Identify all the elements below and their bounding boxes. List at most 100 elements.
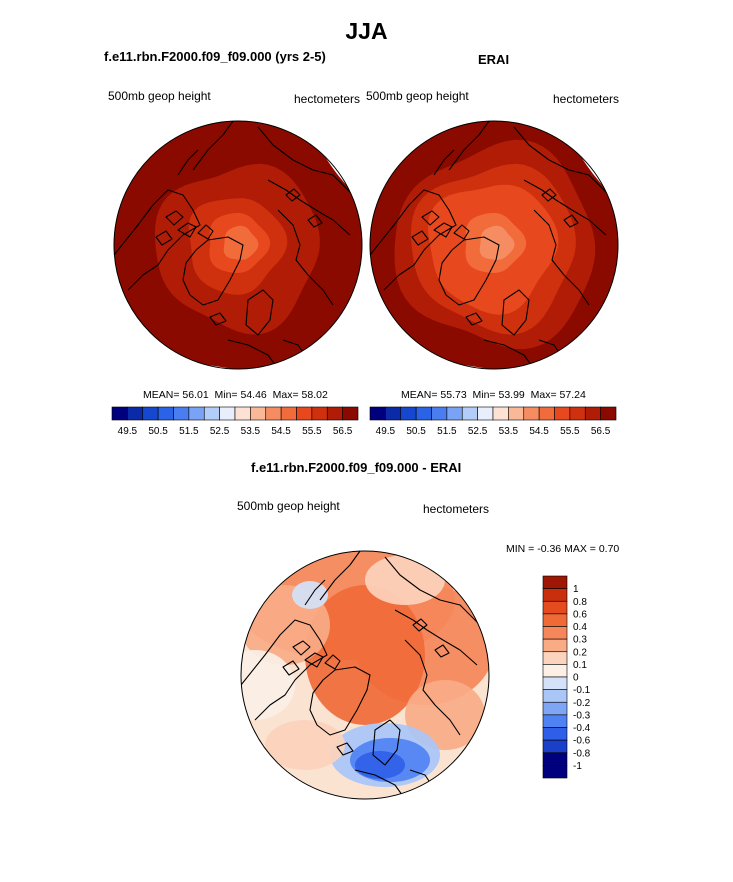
panel1-max: 58.02 bbox=[301, 389, 328, 401]
panel2-colorbar-tick-label: 52.5 bbox=[468, 426, 488, 437]
panel3-max: 0.70 bbox=[598, 543, 620, 555]
panel3-colorbar-tick-label: 0.4 bbox=[573, 622, 587, 633]
panel3-min-label: MIN = bbox=[506, 543, 535, 555]
panel2-coastlines bbox=[370, 121, 618, 369]
panel3-colorbar-box bbox=[542, 626, 568, 640]
panel2-colorbar-tick-label: 51.5 bbox=[437, 426, 457, 437]
panel1-colorbar-tick-label: 49.5 bbox=[118, 426, 138, 437]
panel3-colorbar-tick-label: -0.3 bbox=[573, 710, 591, 721]
panel3-colorbar-box bbox=[542, 701, 568, 716]
panel3-colorbar-box bbox=[542, 638, 568, 653]
panel2-contour-band bbox=[479, 225, 515, 260]
panel3-contour-band bbox=[355, 751, 405, 779]
panel3-colorbar-tick-label: -1 bbox=[573, 761, 582, 772]
panel1-colorbar-tick-label: 52.5 bbox=[210, 426, 230, 437]
panel3-colorbar-box bbox=[542, 689, 568, 703]
panel3-colorbar-tick-label: 0.2 bbox=[573, 647, 587, 658]
panel3-contour-band bbox=[241, 650, 295, 720]
panel3-colorbar-tick-label: 0.6 bbox=[573, 609, 587, 620]
panel3-contour-band bbox=[305, 585, 425, 725]
panel3-stats: MIN = -0.36 MAX = 0.70 bbox=[506, 543, 619, 555]
panel2-left-label: 500mb geop height bbox=[366, 89, 469, 103]
panel2-colorbar-box bbox=[415, 406, 432, 421]
panel2-colorbar-box bbox=[538, 406, 555, 421]
panel3-left-label: 500mb geop height bbox=[237, 499, 340, 513]
panel2-colorbar-tick-label: 54.5 bbox=[529, 426, 549, 437]
panel3-colorbar-tick-label: -0.4 bbox=[573, 723, 591, 734]
panel2-colorbar-box bbox=[508, 406, 525, 421]
panel1-mean: 56.01 bbox=[182, 389, 209, 401]
panel2-colorbar-box bbox=[431, 406, 448, 421]
panel3-colorbar-tick-label: 0.1 bbox=[573, 660, 587, 671]
panel2-colorbar-box bbox=[554, 406, 571, 421]
panel3-map-border bbox=[240, 550, 490, 800]
panel1-colorbar-box bbox=[111, 406, 128, 421]
panel3-coastlines bbox=[241, 551, 489, 799]
panel1-max-label: Max= bbox=[272, 389, 299, 401]
panel3-colorbar-box bbox=[542, 600, 568, 615]
panel2-colorbar-box bbox=[600, 406, 617, 421]
panel3-colorbar-tick-label: 1 bbox=[573, 584, 579, 595]
panel3-colorbar-box bbox=[542, 676, 568, 690]
panel2-colorbar-tick-label: 56.5 bbox=[591, 426, 611, 437]
panel3-colorbar-box bbox=[542, 714, 568, 728]
panel2-colorbar-box bbox=[477, 406, 494, 421]
panel2-map bbox=[369, 120, 619, 370]
panel1-colorbar-tick-label: 53.5 bbox=[241, 426, 261, 437]
panel1-min-label: Min= bbox=[214, 389, 238, 401]
panel1-colorbar-box bbox=[296, 406, 313, 421]
panel1-colorbar-tick-label: 50.5 bbox=[148, 426, 168, 437]
panel2-colorbar-box bbox=[385, 406, 402, 421]
panel1-contour-band bbox=[223, 225, 259, 260]
panel1-colorbar-tick-label: 54.5 bbox=[271, 426, 291, 437]
panel2-colorbar-box bbox=[569, 406, 586, 421]
panel2-mean: 55.73 bbox=[440, 389, 467, 401]
panel2-colorbar-box bbox=[446, 406, 463, 421]
panel1-colorbar-tick-label: 56.5 bbox=[333, 426, 353, 437]
panel1-min: 54.46 bbox=[240, 389, 267, 401]
panel2-right-label: hectometers bbox=[553, 92, 620, 106]
panel3-title: f.e11.rbn.F2000.f09_f09.000 - ERAI bbox=[251, 460, 462, 475]
panel1-map bbox=[113, 120, 363, 370]
panel3-contour-band bbox=[365, 555, 445, 605]
panel1-map-border bbox=[113, 120, 363, 370]
panel3-colorbar-tick-label: 0.8 bbox=[573, 597, 587, 608]
panel3-colorbar-tick-label: -0.1 bbox=[573, 685, 591, 696]
panel3-colorbar-tick-label: -0.2 bbox=[573, 698, 591, 709]
panel1-left-label: 500mb geop height bbox=[108, 89, 211, 103]
panel1-colorbar-box bbox=[234, 406, 251, 421]
panel1-colorbar-box bbox=[326, 406, 343, 421]
panel1-right-label: hectometers bbox=[294, 92, 361, 106]
panel2-colorbar-box bbox=[492, 406, 509, 421]
panel3-colorbar-box bbox=[542, 613, 568, 627]
panel1-colorbar-box bbox=[203, 406, 220, 421]
panel3-colorbar-box bbox=[542, 588, 568, 602]
panel2-colorbar: 49.5 50.5 51.5 52.5 53.5 54.5 55.5 56.5 bbox=[369, 406, 617, 437]
panel1-colorbar-box bbox=[219, 406, 236, 421]
panel3-contour-band bbox=[292, 581, 328, 609]
panel2-title: ERAI bbox=[478, 52, 510, 67]
panel1-colorbar-tick-label: 51.5 bbox=[179, 426, 199, 437]
panel2-colorbar-tick-label: 53.5 bbox=[499, 426, 519, 437]
panel3-colorbar-box bbox=[542, 664, 568, 678]
panel1-colorbar-box bbox=[173, 406, 190, 421]
panel2-stats: MEAN= 55.73 Min= 53.99 Max= 57.24 bbox=[401, 389, 586, 401]
panel2-mean-label: MEAN= bbox=[401, 389, 438, 401]
panel1-stats: MEAN= 56.01 Min= 54.46 Max= 58.02 bbox=[143, 389, 328, 401]
panel1-title: f.e11.rbn.F2000.f09_f09.000 (yrs 2-5) bbox=[104, 49, 326, 64]
panel3-min: -0.36 bbox=[537, 543, 562, 555]
panel3-colorbar: 1 0.80.6 0.4 0.30.2 0.1 0-0.1 -0.2-0.3 -0.4 -0.6… bbox=[542, 575, 591, 779]
panel2-colorbar-box bbox=[369, 406, 386, 421]
panel1-colorbar-box bbox=[342, 406, 359, 421]
panel3-max-label: MAX = bbox=[564, 543, 596, 555]
panel2-max: 57.24 bbox=[559, 389, 586, 401]
panel1-colorbar-box bbox=[250, 406, 267, 421]
panel3-colorbar-box bbox=[542, 727, 568, 741]
panel1-colorbar-box bbox=[265, 406, 282, 421]
panel3-contour-band bbox=[265, 720, 345, 770]
panel3-colorbar-box bbox=[542, 739, 568, 754]
panel1-colorbar-box bbox=[188, 406, 205, 421]
panel3-colorbar-tick-label: 0 bbox=[573, 673, 579, 684]
panel2-colorbar-tick-label: 49.5 bbox=[376, 426, 396, 437]
